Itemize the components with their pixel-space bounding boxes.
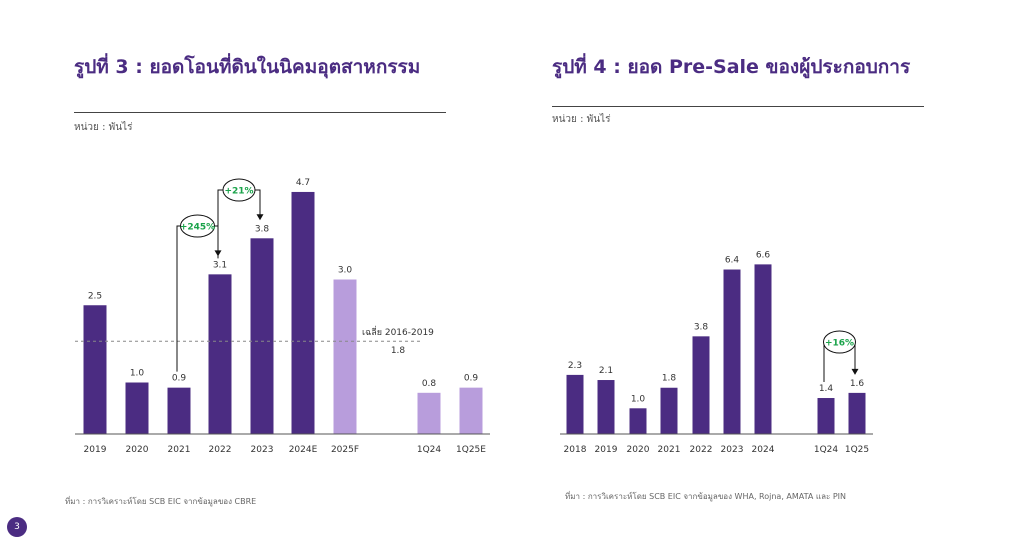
left-bar-2022 — [208, 274, 232, 434]
growth-annotations: +245% +21% +16% — [176, 178, 859, 383]
left-value-label: 3.8 — [255, 224, 270, 234]
left-title-divider — [74, 112, 446, 113]
right-growth-annotation-1q24-1q25: +16% — [823, 330, 859, 383]
left-category-label: 2021 — [168, 445, 191, 455]
right-bar-1Q24 — [817, 398, 835, 434]
left-bar-2019 — [83, 305, 107, 434]
right-value-label: 6.4 — [725, 256, 740, 266]
left-unit-label: หน่วย : พันไร่ — [74, 122, 133, 133]
left-value-label: 0.9 — [464, 374, 479, 384]
left-growth-annotation-2022-2023-label: +21% — [224, 187, 253, 197]
right-bar-2018 — [566, 374, 584, 434]
right-bar-chart: 2.3 2018 2.1 2019 1.0 2020 1.8 2021 3.8 2022 6.4 20… — [560, 250, 873, 455]
right-category-label: 2019 — [595, 445, 618, 455]
right-bar-1Q25 — [848, 392, 866, 434]
left-source-note: ที่มา : การวิเคราะห์โดย SCB EIC จากข้อมู… — [65, 497, 257, 506]
right-value-label: 1.0 — [631, 394, 646, 404]
left-growth-annotation-2021-2022-label: +245% — [180, 223, 215, 233]
left-bar-2025F — [333, 279, 357, 434]
right-bar-2020 — [629, 408, 647, 434]
left-category-label: 2023 — [251, 445, 274, 455]
left-category-label: 2020 — [126, 445, 149, 455]
right-value-label: 6.6 — [756, 250, 771, 260]
left-average-value: 1.8 — [391, 346, 406, 356]
right-value-label: 1.8 — [662, 374, 677, 384]
left-chart-title: รูปที่ 3 : ยอดโอนที่ดินในนิคมอุตสาหกรรม — [74, 56, 421, 78]
right-category-label: 1Q25 — [845, 445, 869, 455]
right-unit-label: หน่วย : พันไร่ — [552, 114, 611, 125]
right-value-label: 1.6 — [850, 379, 865, 389]
left-average-label: เฉลี่ย 2016-2019 — [362, 325, 434, 338]
right-category-label: 1Q24 — [814, 445, 839, 455]
right-category-label: 2023 — [721, 445, 744, 455]
left-bar-2020 — [125, 382, 149, 434]
right-category-label: 2024 — [752, 445, 775, 455]
left-category-label: 1Q24 — [417, 445, 442, 455]
right-value-label: 1.4 — [819, 384, 834, 394]
right-source-note: ที่มา : การวิเคราะห์โดย SCB EIC จากข้อมู… — [565, 492, 846, 501]
right-title-divider — [552, 106, 924, 107]
right-bar-2019 — [597, 380, 615, 434]
left-category-label: 2022 — [209, 445, 232, 455]
page-number-badge: 3 — [7, 517, 27, 537]
left-category-label: 2019 — [84, 445, 107, 455]
left-category-label: 2024E — [289, 445, 318, 455]
right-growth-annotation-1q24-1q25-label: +16% — [825, 339, 854, 349]
right-bar-2023 — [723, 269, 741, 434]
left-category-label: 2025F — [331, 445, 359, 455]
right-bar-2024 — [754, 264, 772, 434]
left-bar-1Q25E — [459, 387, 483, 434]
left-value-label: 3.0 — [338, 266, 353, 276]
left-value-label: 2.5 — [88, 291, 102, 301]
right-value-label: 2.1 — [599, 366, 613, 376]
right-bar-2022 — [692, 336, 710, 434]
left-category-label: 1Q25E — [456, 445, 486, 455]
left-value-label: 0.8 — [422, 379, 437, 389]
right-bar-2021 — [660, 387, 678, 434]
right-chart-title: รูปที่ 4 : ยอด Pre-Sale ของผู้ประกอบการ — [552, 56, 911, 78]
left-bar-2023 — [250, 238, 274, 434]
left-value-label: 1.0 — [130, 369, 145, 379]
left-growth-annotation-2022-2023: +21% — [217, 178, 264, 259]
left-value-label: 0.9 — [172, 374, 187, 384]
right-category-label: 2018 — [564, 445, 587, 455]
left-value-label: 4.7 — [296, 178, 310, 188]
left-value-label: 3.1 — [213, 260, 227, 270]
left-bar-2024E — [291, 191, 315, 434]
right-value-label: 2.3 — [568, 361, 582, 371]
right-value-label: 3.8 — [694, 322, 709, 332]
right-category-label: 2021 — [658, 445, 681, 455]
right-category-label: 2022 — [690, 445, 713, 455]
left-bar-2021 — [167, 387, 191, 434]
left-bar-chart: 2.5 2019 1.0 2020 0.9 2021 3.1 2022 3.8 2023 4.7 20… — [75, 178, 490, 455]
left-bar-1Q24 — [417, 392, 441, 434]
right-category-label: 2020 — [627, 445, 650, 455]
